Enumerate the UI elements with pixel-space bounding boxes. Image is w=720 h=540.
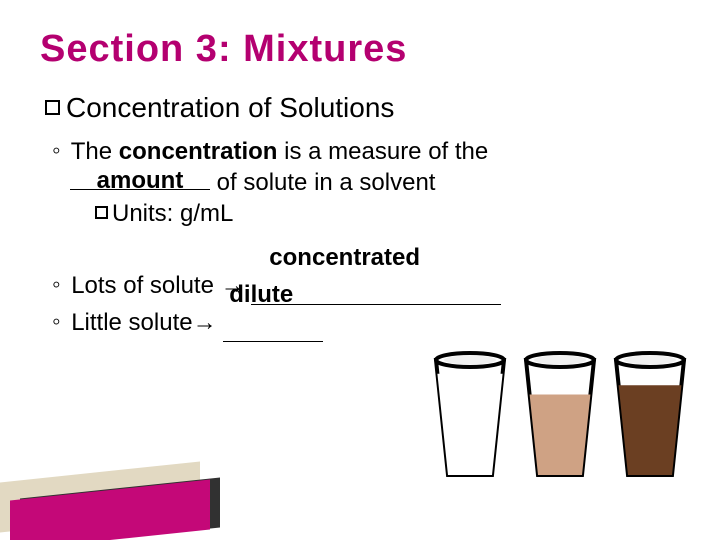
square-bullet-icon <box>95 206 108 219</box>
units-text: Units: g/mL <box>112 200 233 227</box>
cup-icon <box>520 350 600 480</box>
definition-block: ◦ The concentration is a measure of the … <box>70 135 630 198</box>
heading-concentration: Concentration of Solutions <box>45 92 394 124</box>
defn-post1: is a measure of the <box>277 138 488 165</box>
defn-pre: The <box>71 138 119 165</box>
blank-dilute: dilute <box>229 278 293 313</box>
square-bullet-icon <box>45 100 60 115</box>
blank-amount: amount <box>70 165 210 196</box>
defn-post2: of solute in a solvent <box>210 169 435 196</box>
diamond-bullet-icon: ◦ <box>52 268 61 303</box>
defn-bold: concentration <box>119 138 278 165</box>
cup-icon <box>430 350 510 480</box>
examples-block: ◦ Lots of solute → concentrated ◦ Little… <box>70 268 501 342</box>
lots-pre: Lots of solute <box>71 272 220 299</box>
blank-concentrated: concentrated <box>269 241 420 276</box>
footer-decoration <box>0 470 230 540</box>
slide-title: Section 3: Mixtures <box>40 28 407 71</box>
heading-text: Concentration of Solutions <box>66 92 394 123</box>
cups-illustration <box>430 350 690 480</box>
arrow-icon: → <box>193 309 217 336</box>
little-pre: Little solute <box>71 309 192 336</box>
cup-icon <box>610 350 690 480</box>
units-line: Units: g/mL <box>95 200 233 228</box>
diamond-bullet-icon: ◦ <box>52 135 61 166</box>
diamond-bullet-icon: ◦ <box>52 305 61 340</box>
